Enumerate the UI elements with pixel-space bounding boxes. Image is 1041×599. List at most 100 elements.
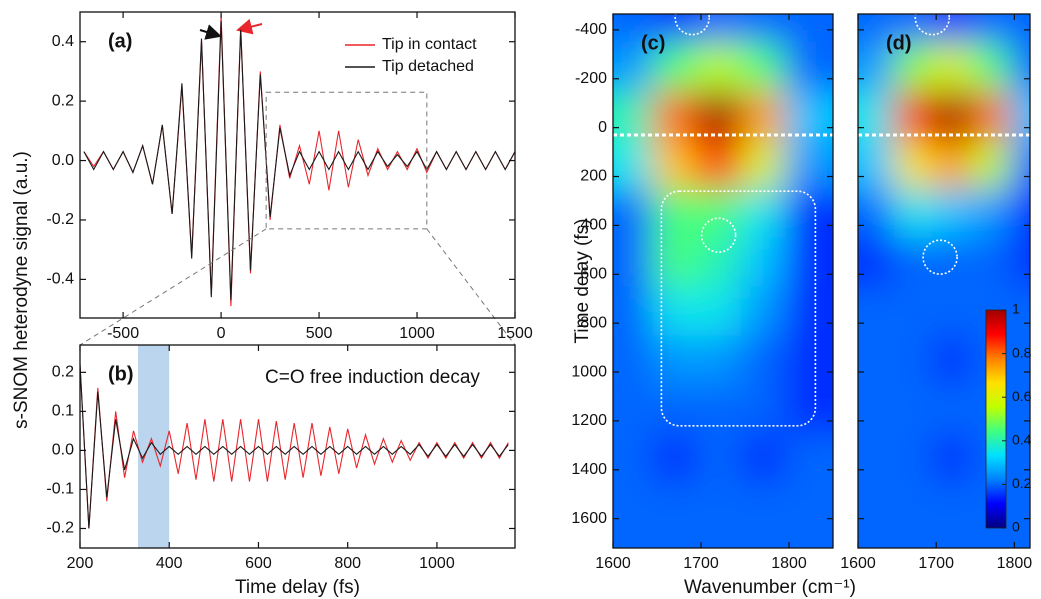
heatmap-cell [1010, 188, 1030, 239]
heatmap-cell [858, 14, 894, 43]
y-tick-label: 0.0 [52, 442, 74, 459]
colorbar-tick-label: 0 [1012, 519, 1020, 535]
x-tick-label: -500 [107, 325, 139, 342]
heatmap-cell [784, 14, 833, 43]
heatmap-cell [971, 14, 1011, 43]
heatmap-cell [652, 286, 698, 336]
heatmap-cell [932, 14, 972, 43]
heatmap-cell [893, 286, 933, 336]
annotation: C=O free induction decay [265, 367, 480, 388]
heatmap-cell [652, 335, 698, 385]
heatmap-cell [893, 237, 933, 287]
heatmap-cell [858, 90, 894, 141]
heatmap-cell [893, 335, 933, 385]
y-tick-label: -0.1 [46, 481, 74, 498]
heatmap-cell [932, 286, 972, 336]
heatmap-cell [784, 433, 833, 483]
heatmap-cell [971, 188, 1011, 239]
heatmap-cell [893, 433, 933, 483]
heatmap-cell [858, 433, 894, 483]
arrow [199, 24, 222, 40]
highlight-circle [914, 14, 951, 36]
heatmap-cell [784, 139, 833, 190]
y-tick-label: 200 [580, 168, 607, 185]
heatmap-cell [696, 42, 742, 92]
heatmap-cell [652, 90, 698, 141]
heatmap-cell [971, 90, 1011, 141]
y-tick-label: 800 [580, 314, 607, 331]
heatmap-cell [696, 90, 742, 141]
heatmap-cell [613, 237, 654, 287]
plot-frame [79, 344, 516, 549]
heatmap-cell [613, 188, 654, 239]
colorbar-tick-label: 0.6 [1012, 388, 1032, 404]
heatmap-cell [740, 335, 786, 385]
heatmap-cell [652, 237, 698, 287]
heatmap-cell [971, 42, 1011, 92]
x-axis-label: Time delay (fs) [235, 577, 360, 598]
series-line [80, 364, 509, 529]
heatmap-cell [971, 139, 1011, 190]
heatmap-cell [696, 433, 742, 483]
x-tick-label: 1700 [683, 555, 719, 572]
colorbar-tick-label: 0.2 [1012, 475, 1032, 491]
x-tick-label: 800 [334, 555, 361, 572]
heatmap-cell [740, 237, 786, 287]
x-tick-label: 1700 [918, 555, 954, 572]
heatmap-cell [652, 482, 698, 548]
colorbar [985, 309, 1007, 529]
heatmap-cell [740, 42, 786, 92]
plot-frame [857, 13, 1031, 549]
x-axis-label: Wavenumber (cm⁻¹) [684, 577, 856, 598]
plot-area [613, 14, 833, 548]
heatmap-cell [652, 14, 698, 43]
heatmap-cell [613, 335, 654, 385]
y-tick-label: 0.2 [52, 364, 74, 381]
x-tick-label: 1800 [771, 555, 807, 572]
heatmap-cell [932, 90, 972, 141]
heatmap-cell [696, 384, 742, 434]
heatmap-cell [740, 286, 786, 336]
heatmap-cell [740, 14, 786, 43]
y-tick-label: -200 [575, 70, 607, 87]
heatmap-cell [932, 482, 972, 548]
heatmap-cell [932, 188, 972, 239]
heatmap-cell [1010, 14, 1030, 43]
x-tick-label: 200 [67, 555, 94, 572]
heatmap-cell [858, 482, 894, 548]
arrow [236, 18, 263, 35]
heatmap-cell [1010, 139, 1030, 190]
heatmap-cell [784, 482, 833, 548]
heatmap-cells [613, 14, 833, 548]
heatmap-cell [613, 286, 654, 336]
heatmap-cell [613, 90, 654, 141]
y-tick-label: 1000 [571, 363, 607, 380]
heatmap-cell [613, 14, 654, 43]
heatmap-cell [1010, 482, 1030, 548]
y-tick-label: -0.2 [46, 211, 74, 228]
heatmap-cell [613, 384, 654, 434]
heatmap-cell [1010, 90, 1030, 141]
heatmap-cell [1010, 42, 1030, 92]
heatmap-cell [696, 286, 742, 336]
series-line [80, 364, 509, 529]
heatmap-cell [858, 335, 894, 385]
highlight-circle [674, 14, 710, 36]
y-tick-label: 0.2 [52, 92, 74, 109]
panel-label: (b) [108, 363, 134, 385]
plot-frame [79, 11, 516, 319]
heatmap-cell [858, 42, 894, 92]
heatmap-cell [740, 433, 786, 483]
y-axis-label: s-SNOM heterodyne signal (a.u.) [11, 151, 32, 429]
heatmap-cell [696, 482, 742, 548]
heatmap-cell [893, 42, 933, 92]
plot-area [80, 364, 509, 529]
highlight-circle [700, 217, 737, 253]
x-tick-label: 400 [156, 555, 183, 572]
x-tick-label: 1600 [840, 555, 876, 572]
x-tick-label: 1000 [399, 325, 435, 342]
heatmap-cell [858, 139, 894, 190]
heatmap-cell [893, 14, 933, 43]
heatmap-cell [613, 42, 654, 92]
y-tick-label: 1600 [571, 510, 607, 527]
